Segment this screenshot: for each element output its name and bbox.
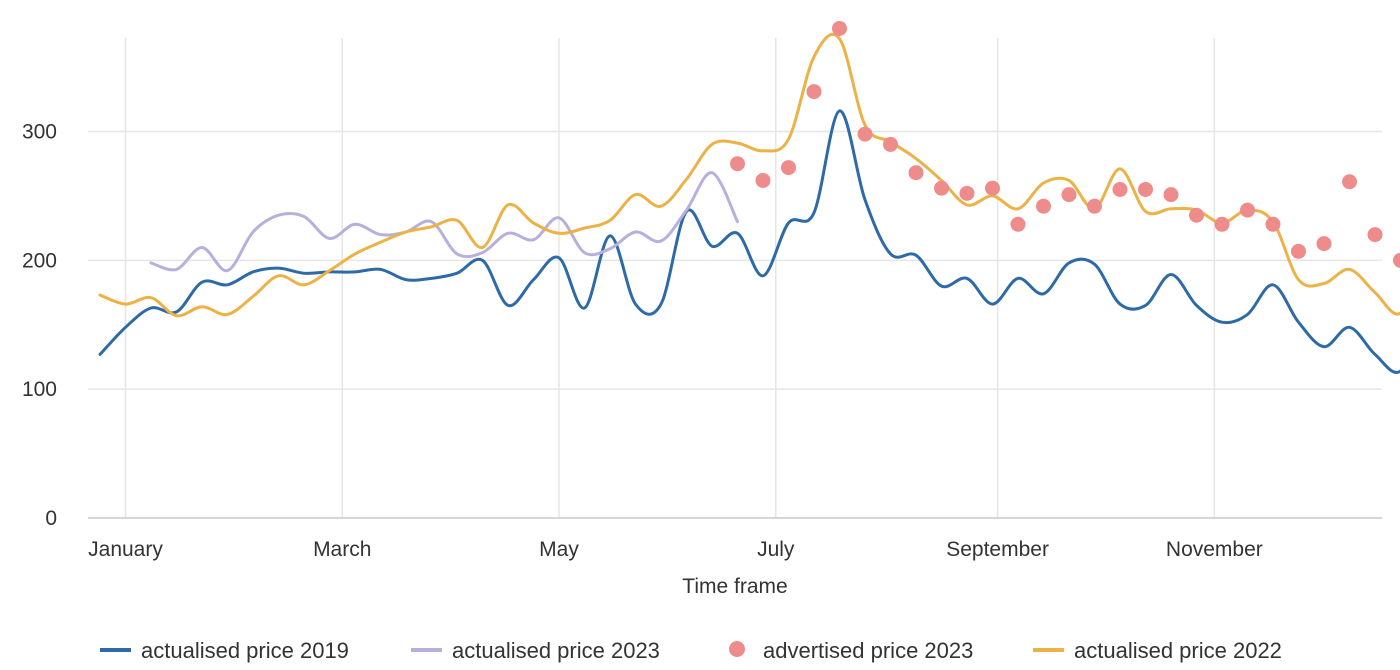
scatter-point-advertised-price-2023: [1342, 174, 1357, 190]
scatter-point-advertised-price-2023: [806, 84, 822, 100]
legend-item[interactable]: actualised price 2023: [411, 638, 660, 663]
scatter-point-advertised-price-2023: [934, 180, 949, 196]
scatter-point-advertised-price-2023: [1138, 181, 1153, 197]
scatter-point-advertised-price-2023: [1265, 216, 1281, 232]
scatter-point-advertised-price-2023: [1393, 252, 1400, 268]
scatter-point-advertised-price-2023: [1291, 243, 1306, 259]
scatter-point-advertised-price-2023: [1163, 187, 1179, 203]
scatter-point-advertised-price-2023: [1367, 227, 1383, 243]
y-tick-label: 0: [45, 507, 57, 530]
legend-label: actualised price 2022: [1074, 638, 1282, 663]
scatter-point-advertised-price-2023: [832, 20, 847, 36]
scatter-point-advertised-price-2023: [857, 126, 873, 142]
x-tick-label: July: [757, 538, 795, 561]
scatter-point-advertised-price-2023: [1061, 187, 1077, 203]
scatter-point-advertised-price-2023: [908, 165, 924, 181]
series-layer: [98, 20, 1400, 374]
legend-label: actualised price 2023: [452, 638, 660, 663]
scatter-point-advertised-price-2023: [1010, 216, 1026, 232]
x-axis-title: Time frame: [682, 575, 787, 598]
scatter-point-advertised-price-2023: [730, 156, 745, 172]
scatter-point-advertised-price-2023: [1087, 198, 1102, 214]
legend-label: advertised price 2023: [763, 638, 973, 663]
legend: actualised price 2019 actualised price 20…: [100, 638, 1282, 663]
scatter-point-advertised-price-2023: [985, 180, 1000, 196]
scatter-point-advertised-price-2023: [959, 185, 975, 201]
scatter-point-advertised-price-2023: [1214, 216, 1230, 232]
x-tick-label: March: [313, 538, 371, 561]
legend-item[interactable]: actualised price 2022: [1033, 638, 1282, 663]
x-tick-label: January: [88, 538, 163, 561]
scatter-point-advertised-price-2023: [1189, 207, 1204, 223]
legend-marker: [729, 641, 745, 657]
series-line-actualised-price-2019: [98, 109, 1400, 374]
scatter-point-advertised-price-2023: [1112, 181, 1128, 197]
scatter-point-advertised-price-2023: [883, 136, 898, 152]
scatter-point-advertised-price-2023: [1036, 198, 1051, 214]
series-line-actualised-price-2022: [98, 32, 1400, 318]
x-tick-label: September: [946, 538, 1049, 561]
y-tick-label: 200: [22, 249, 57, 272]
scatter-point-advertised-price-2023: [781, 160, 796, 176]
scatter-point-advertised-price-2023: [755, 172, 771, 188]
grid: [88, 38, 1382, 518]
legend-item[interactable]: actualised price 2019: [100, 638, 349, 663]
legend-label: actualised price 2019: [141, 638, 349, 663]
scatter-point-advertised-price-2023: [1240, 202, 1255, 218]
legend-item[interactable]: advertised price 2023: [729, 638, 973, 663]
series-line-actualised-price-2023: [149, 171, 739, 273]
y-axis: 0 100 200 300: [22, 121, 57, 530]
y-tick-label: 100: [22, 378, 57, 401]
x-axis: January March May July September November: [88, 538, 1263, 561]
x-tick-label: November: [1166, 538, 1263, 561]
x-tick-label: May: [539, 538, 579, 561]
y-tick-label: 300: [22, 121, 57, 144]
scatter-point-advertised-price-2023: [1316, 236, 1332, 252]
